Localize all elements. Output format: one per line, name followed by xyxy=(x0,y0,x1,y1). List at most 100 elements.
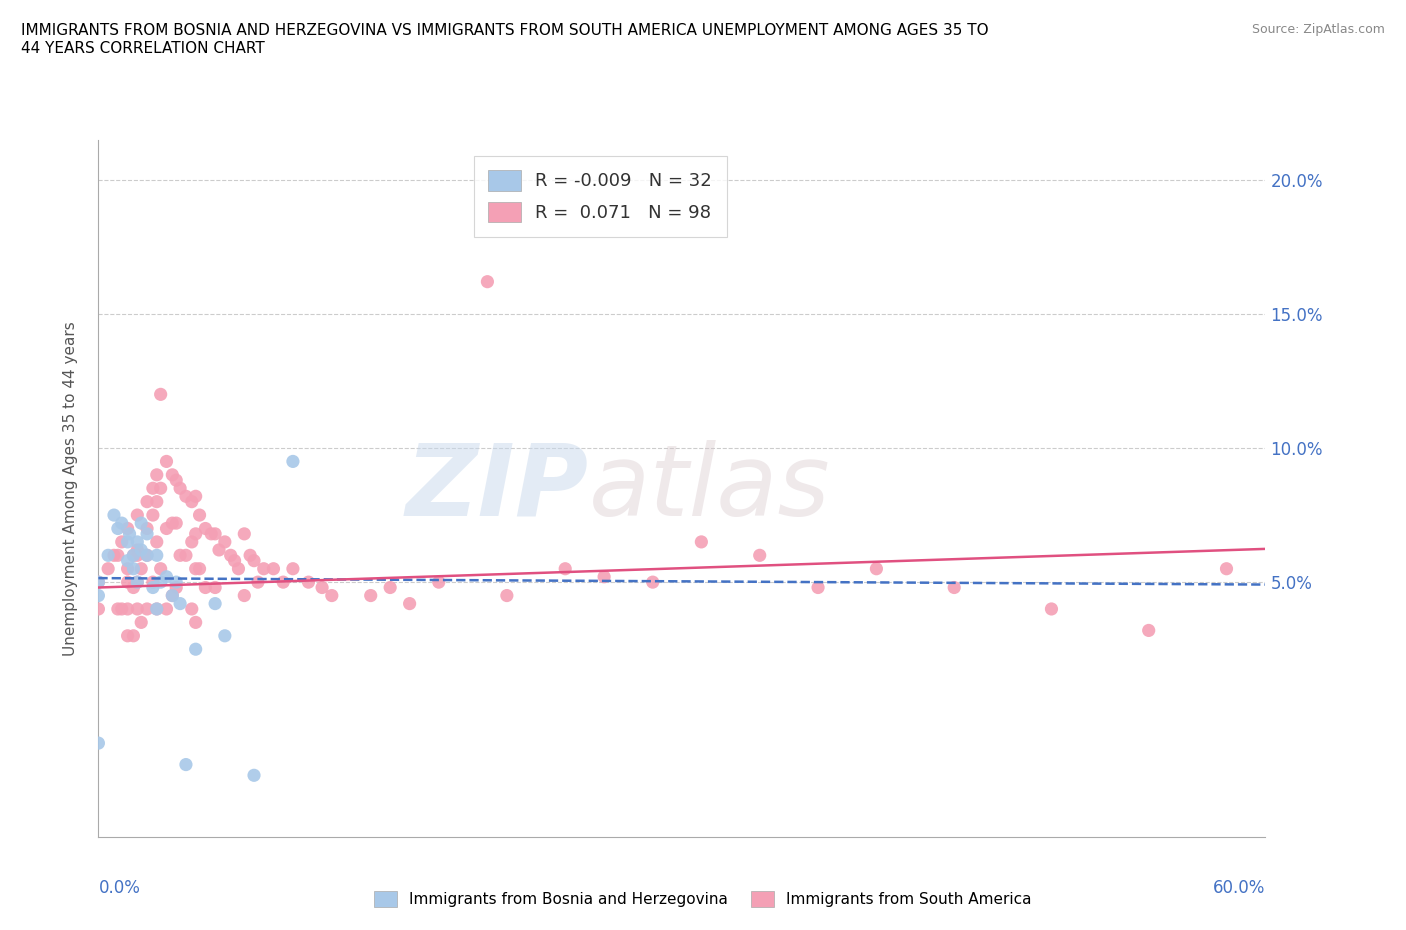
Point xyxy=(184,615,207,630)
Point xyxy=(174,757,197,772)
Point xyxy=(149,387,172,402)
Point xyxy=(117,602,139,617)
Point xyxy=(142,580,165,595)
Point xyxy=(246,575,269,590)
Text: 0.0%: 0.0% xyxy=(98,879,141,897)
Point xyxy=(142,575,165,590)
Point xyxy=(146,535,169,550)
Point xyxy=(122,629,145,644)
Point xyxy=(253,562,276,577)
Point xyxy=(155,454,177,469)
Point xyxy=(1215,562,1237,577)
Point xyxy=(127,535,149,550)
Point xyxy=(136,548,159,563)
Point xyxy=(111,602,134,617)
Point xyxy=(180,602,202,617)
Point xyxy=(233,588,256,603)
Point xyxy=(155,521,177,536)
Point xyxy=(165,580,187,595)
Point xyxy=(169,481,191,496)
Point xyxy=(155,569,177,584)
Point xyxy=(117,553,139,568)
Point xyxy=(477,274,499,289)
Point xyxy=(188,562,211,577)
Text: 60.0%: 60.0% xyxy=(1213,879,1265,897)
Point xyxy=(87,588,110,603)
Point xyxy=(129,542,152,557)
Point xyxy=(427,575,450,590)
Text: Source: ZipAtlas.com: Source: ZipAtlas.com xyxy=(1251,23,1385,36)
Point xyxy=(117,575,139,590)
Point xyxy=(149,575,172,590)
Point xyxy=(174,548,197,563)
Point xyxy=(149,481,172,496)
Point xyxy=(136,521,159,536)
Point xyxy=(107,602,129,617)
Point xyxy=(214,629,236,644)
Point xyxy=(169,548,191,563)
Point xyxy=(162,516,184,531)
Point xyxy=(165,516,187,531)
Point xyxy=(122,548,145,563)
Point xyxy=(97,548,120,563)
Point xyxy=(146,602,169,617)
Point xyxy=(129,562,152,577)
Point xyxy=(398,596,420,611)
Point xyxy=(262,562,284,577)
Point xyxy=(180,494,202,509)
Point xyxy=(155,602,177,617)
Point xyxy=(87,736,110,751)
Point xyxy=(136,526,159,541)
Point xyxy=(271,575,294,590)
Point xyxy=(311,580,333,595)
Point xyxy=(142,481,165,496)
Point xyxy=(87,575,110,590)
Point xyxy=(184,526,207,541)
Point xyxy=(136,602,159,617)
Point xyxy=(127,575,149,590)
Point xyxy=(162,468,184,483)
Point xyxy=(233,526,256,541)
Point xyxy=(204,596,226,611)
Point xyxy=(243,768,266,783)
Point xyxy=(188,508,211,523)
Point xyxy=(214,535,236,550)
Point xyxy=(865,562,887,577)
Legend: Immigrants from Bosnia and Herzegovina, Immigrants from South America: Immigrants from Bosnia and Herzegovina, … xyxy=(368,884,1038,913)
Point xyxy=(807,580,830,595)
Point xyxy=(117,521,139,536)
Point xyxy=(554,562,576,577)
Point xyxy=(748,548,770,563)
Legend: R = -0.009   N = 32, R =  0.071   N = 98: R = -0.009 N = 32, R = 0.071 N = 98 xyxy=(474,155,727,237)
Point xyxy=(117,535,139,550)
Point xyxy=(129,516,152,531)
Point xyxy=(208,542,231,557)
Point xyxy=(122,562,145,577)
Point xyxy=(184,489,207,504)
Point xyxy=(103,548,125,563)
Point xyxy=(162,588,184,603)
Point xyxy=(641,575,664,590)
Point xyxy=(219,548,242,563)
Point xyxy=(117,629,139,644)
Point xyxy=(184,562,207,577)
Point xyxy=(174,489,197,504)
Y-axis label: Unemployment Among Ages 35 to 44 years: Unemployment Among Ages 35 to 44 years xyxy=(63,321,77,656)
Point xyxy=(184,642,207,657)
Point xyxy=(129,615,152,630)
Point xyxy=(380,580,402,595)
Point xyxy=(127,542,149,557)
Point xyxy=(97,562,120,577)
Point xyxy=(228,562,250,577)
Point xyxy=(593,569,616,584)
Point xyxy=(169,596,191,611)
Point xyxy=(122,580,145,595)
Text: ZIP: ZIP xyxy=(405,440,589,537)
Point xyxy=(243,553,266,568)
Point xyxy=(87,575,110,590)
Point xyxy=(111,516,134,531)
Point xyxy=(111,535,134,550)
Point xyxy=(1137,623,1160,638)
Point xyxy=(297,575,319,590)
Point xyxy=(87,602,110,617)
